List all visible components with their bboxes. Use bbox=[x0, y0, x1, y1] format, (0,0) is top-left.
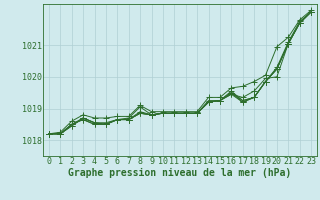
X-axis label: Graphe pression niveau de la mer (hPa): Graphe pression niveau de la mer (hPa) bbox=[68, 168, 292, 178]
